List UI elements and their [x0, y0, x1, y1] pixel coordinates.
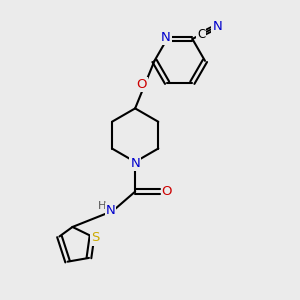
Text: O: O — [162, 185, 172, 198]
Text: C: C — [197, 28, 206, 41]
Text: N: N — [212, 20, 222, 33]
Text: N: N — [106, 204, 115, 218]
Text: S: S — [91, 231, 99, 244]
Text: O: O — [136, 78, 147, 91]
Text: N: N — [130, 157, 140, 170]
Text: N: N — [161, 31, 170, 44]
Text: H: H — [98, 201, 106, 211]
